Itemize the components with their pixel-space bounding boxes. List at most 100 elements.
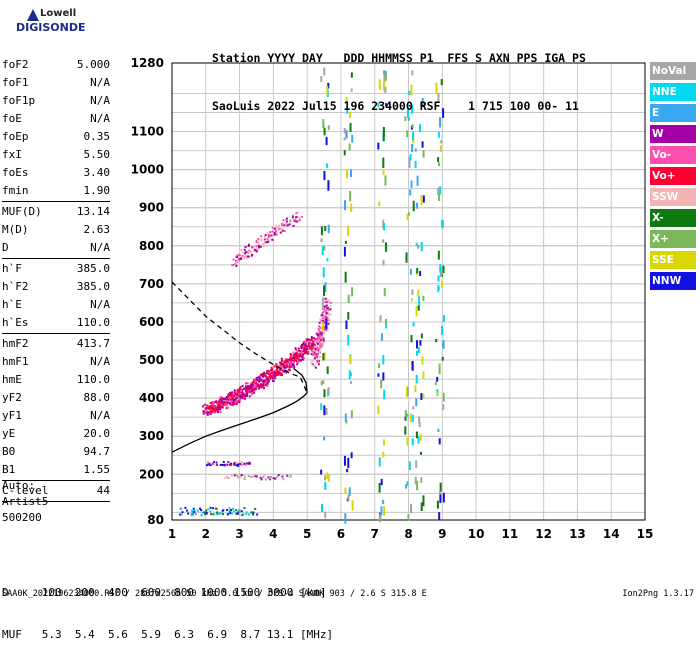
interference-column: [437, 187, 440, 196]
echo-trace: [320, 341, 323, 344]
echo-trace: [293, 366, 296, 369]
echo-trace: [216, 408, 219, 411]
interference-column: [377, 373, 380, 377]
params-group-3: h`F 385.0 h`F2 385.0 h`E N/A h`Es 110.0: [2, 260, 110, 332]
param-value: 20.0: [83, 427, 111, 440]
echo-trace: [267, 235, 270, 238]
echo-trace: [255, 241, 258, 244]
interference-column: [382, 354, 385, 365]
echo-trace: [201, 405, 204, 408]
echo-trace: [302, 345, 305, 348]
echo-trace: [321, 339, 324, 342]
echo-trace: [291, 214, 294, 217]
interference-column: [326, 472, 329, 480]
echo-trace: [238, 477, 241, 480]
echo-trace: [309, 339, 312, 342]
interference-column: [345, 131, 348, 138]
interference-column: [348, 370, 351, 380]
echo-trace: [229, 403, 232, 406]
interference-column: [416, 480, 419, 491]
interference-column: [438, 162, 441, 167]
interference-column: [437, 250, 440, 260]
echo-trace: [219, 397, 222, 400]
echo-trace: [285, 362, 288, 365]
echo-trace: [285, 363, 288, 366]
echo-trace: [320, 338, 323, 341]
echo-trace: [264, 240, 267, 243]
echo-trace: [238, 390, 241, 393]
interference-column: [322, 119, 325, 129]
echo-trace: [233, 474, 236, 477]
echo-trace: [190, 513, 193, 516]
echo-trace: [297, 358, 300, 361]
echo-trace: [266, 381, 269, 384]
interference-column: [412, 200, 415, 212]
param-row: h`E N/A: [2, 296, 110, 314]
interference-column: [323, 389, 326, 398]
echo-trace: [267, 240, 270, 243]
echo-trace: [245, 388, 248, 391]
param-row: yF1 N/A: [2, 407, 110, 425]
echo-trace: [318, 321, 321, 324]
echo-trace: [241, 251, 244, 254]
interference-column: [378, 483, 381, 493]
echo-trace: [282, 222, 285, 225]
interference-column: [327, 224, 330, 234]
echo-trace: [236, 512, 239, 515]
interference-column: [347, 334, 350, 346]
echo-trace: [283, 224, 286, 227]
echo-trace: [243, 395, 246, 398]
echo-trace: [252, 383, 255, 386]
param-value: 13.14: [76, 205, 110, 218]
echo-trace: [243, 387, 246, 390]
echo-trace: [236, 400, 239, 403]
echo-trace: [318, 335, 321, 338]
echo-trace: [310, 336, 313, 339]
echo-trace: [245, 251, 248, 254]
echo-trace: [233, 389, 236, 392]
echo-trace: [296, 363, 299, 366]
interference-column: [324, 475, 327, 481]
param-row: B0 94.7: [2, 443, 110, 461]
echo-trace: [260, 235, 263, 238]
interference-column: [348, 487, 351, 497]
echo-trace: [231, 403, 234, 406]
param-row: B1 1.55: [2, 461, 110, 479]
echo-trace: [283, 364, 286, 367]
interference-column: [323, 405, 326, 416]
echo-trace: [191, 509, 194, 512]
echo-trace: [256, 248, 259, 251]
param-value: N/A: [90, 112, 110, 125]
interference-column: [327, 125, 330, 130]
echo-trace: [270, 366, 273, 369]
echo-trace: [262, 384, 265, 387]
logo-line2: DIGISONDE: [16, 21, 86, 34]
interference-column: [441, 219, 444, 227]
param-row: yE 20.0: [2, 425, 110, 443]
echo-trace: [216, 401, 219, 404]
interference-column: [323, 67, 326, 76]
param-name: foF2: [2, 58, 29, 71]
interference-column: [420, 333, 423, 339]
echo-trace: [314, 345, 317, 348]
muf-table: D 100 200 400 600 800 1000 1500 3000 [km…: [2, 558, 333, 656]
echo-trace: [282, 370, 285, 373]
echo-trace: [222, 460, 225, 463]
echo-trace: [215, 464, 218, 467]
echo-trace: [286, 224, 289, 227]
echo-trace: [232, 393, 235, 396]
interference-column: [414, 476, 417, 485]
interference-column: [407, 109, 410, 119]
echo-trace: [213, 404, 216, 407]
echo-trace: [232, 462, 235, 465]
echo-trace: [250, 393, 253, 396]
echo-trace: [307, 342, 310, 345]
echo-trace: [289, 361, 292, 364]
interference-column: [382, 81, 385, 91]
echo-trace: [301, 354, 304, 357]
echo-trace: [316, 347, 319, 350]
echo-trace: [239, 474, 242, 477]
echo-trace: [231, 394, 234, 397]
interference-column: [324, 481, 327, 490]
interference-column: [347, 311, 350, 320]
